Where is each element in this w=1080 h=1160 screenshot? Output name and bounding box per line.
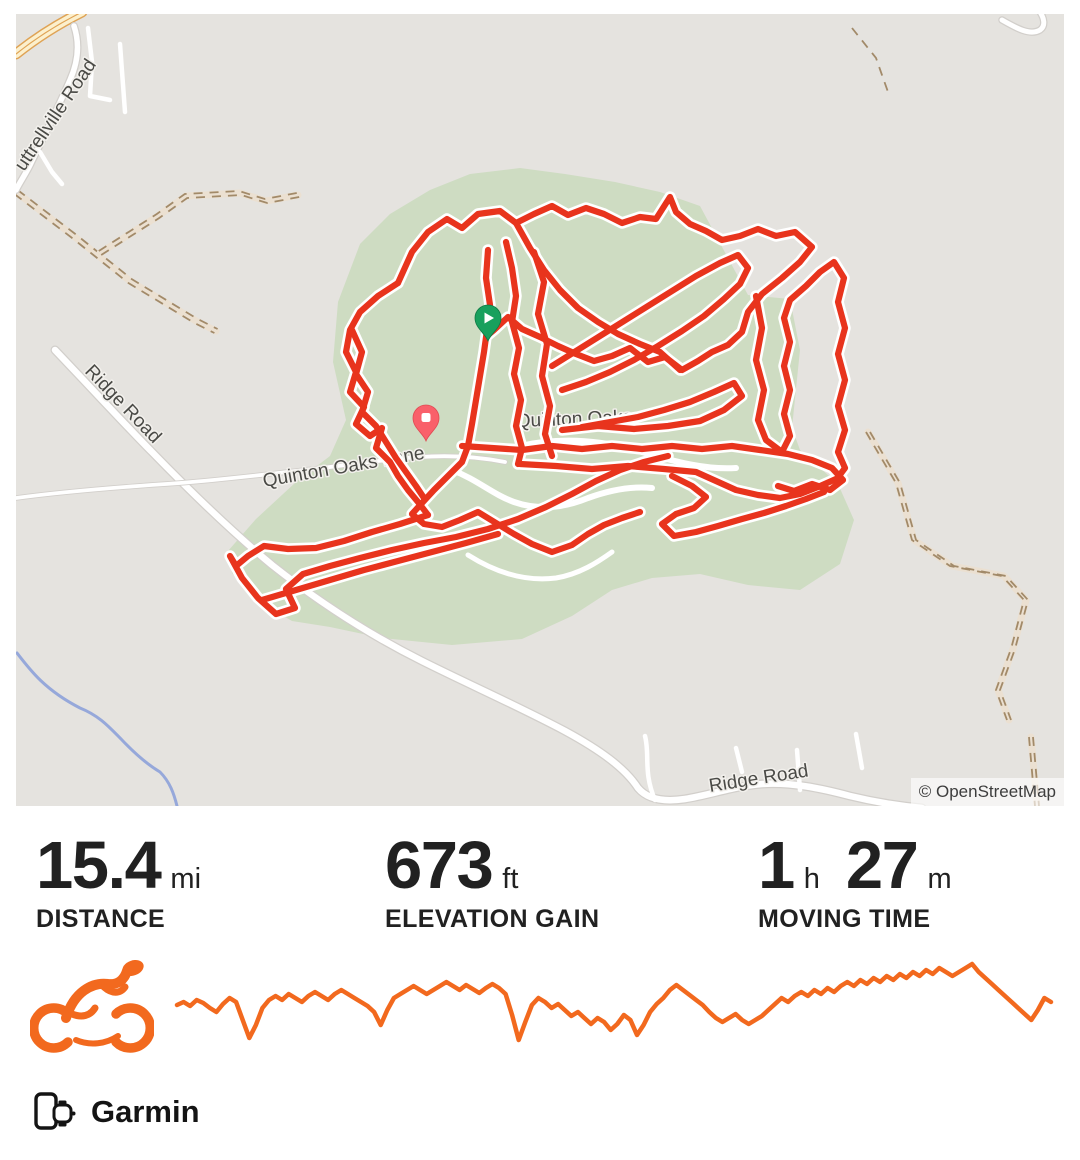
route-map[interactable]: uttrellville Road Ridge Road Quinton Oak…: [16, 14, 1064, 806]
start-marker: [474, 304, 502, 343]
elevation-sparkline: [173, 944, 1055, 1066]
moving-time-hours: 1: [758, 828, 795, 903]
moving-time-minutes: 27: [845, 828, 919, 903]
source-name: Garmin: [91, 1094, 200, 1129]
phone-watch-icon: [34, 1092, 76, 1130]
source-row: Garmin: [33, 1092, 200, 1132]
distance-label: DISTANCE: [36, 905, 166, 933]
distance-unit: mi: [170, 863, 202, 895]
play-pin-icon: [474, 304, 502, 343]
stream: [16, 651, 179, 806]
cycling-icon: [30, 960, 154, 1053]
moving-time-label: MOVING TIME: [758, 905, 931, 933]
osm-attribution[interactable]: © OpenStreetMap: [910, 778, 1064, 806]
end-marker: [412, 404, 440, 443]
stop-pin-icon: [412, 404, 440, 443]
distance-value: 15.4: [36, 828, 162, 903]
elevation-unit: ft: [502, 863, 519, 895]
stat-distance: 15.4 mi DISTANCE: [36, 832, 201, 934]
elevation-line: [174, 961, 1054, 1043]
elevation-sparkline-svg: [174, 961, 1054, 1043]
highway-road: [16, 14, 88, 60]
elevation-label: ELEVATION GAIN: [385, 905, 600, 933]
stat-elevation-gain: 673 ft ELEVATION GAIN: [385, 832, 599, 934]
moving-time-hours-unit: h: [803, 863, 820, 895]
dashed-trail-upper-left: [16, 188, 302, 335]
route-track: [224, 191, 851, 620]
map-svg: uttrellville Road Ridge Road Quinton Oak…: [16, 14, 1064, 806]
play-triangle-icon: [484, 312, 494, 324]
stat-moving-time: 1 h 27 m MOVING TIME: [758, 832, 952, 934]
elevation-value: 673: [385, 828, 494, 903]
moving-time-minutes-unit: m: [927, 863, 952, 895]
stop-square-icon: [421, 413, 431, 422]
